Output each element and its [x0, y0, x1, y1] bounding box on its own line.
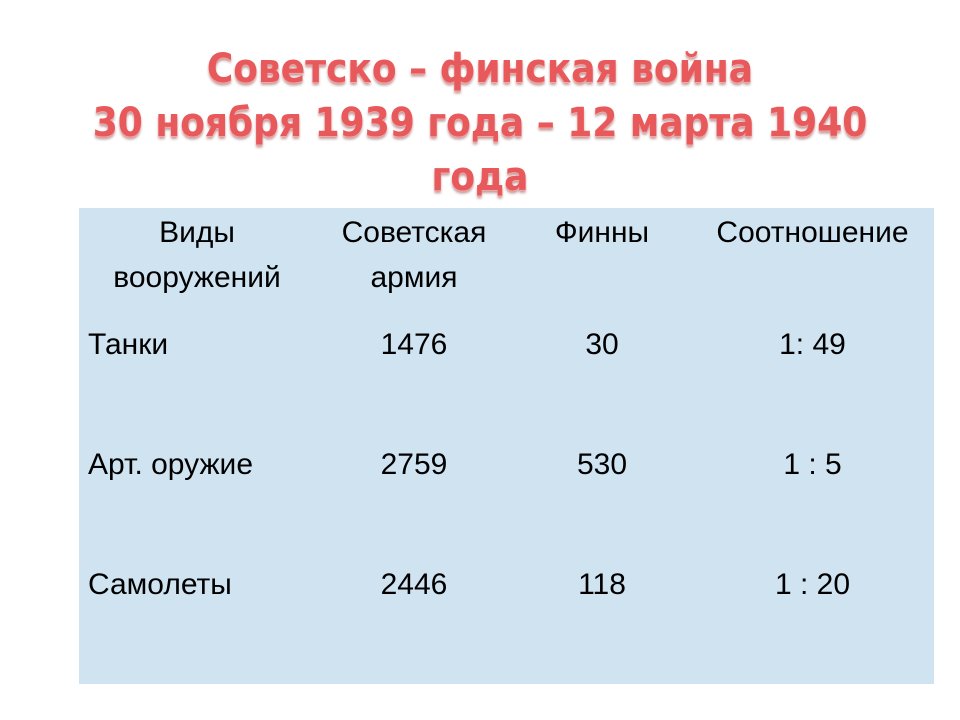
title-line-2: 30 ноября 1939 года – 12 марта 1940 года — [92, 100, 868, 200]
table-row: Арт. оружие 2759 530 1 : 5 — [79, 440, 934, 560]
table-row: Танки 1476 30 1: 49 — [79, 320, 934, 440]
cell-soviet: 1476 — [380, 328, 448, 361]
cell-soviet: 2446 — [380, 568, 448, 601]
header-weapon-types: Виды вооружений — [113, 216, 281, 294]
cell-finns: 30 — [585, 328, 619, 361]
header-ratio: Соотношение — [691, 208, 934, 320]
cell-ratio: 1 : 20 — [774, 568, 851, 601]
table-header-row: Виды вооружений Советская армия Финны Со… — [79, 208, 934, 320]
title-line-1: Советско – финская война — [206, 46, 754, 92]
cell-finns: 530 — [576, 448, 628, 481]
cell-type: Самолеты — [88, 568, 232, 601]
cell-type: Арт. оружие — [88, 448, 253, 481]
weapons-comparison-table: Виды вооружений Советская армия Финны Со… — [79, 208, 934, 684]
cell-ratio: 1 : 5 — [783, 448, 842, 481]
table-row: Самолеты 2446 118 1 : 20 — [79, 560, 934, 684]
cell-type: Танки — [88, 328, 169, 361]
cell-ratio: 1: 49 — [779, 328, 846, 361]
cell-soviet: 2759 — [380, 448, 448, 481]
header-finns: Финны — [554, 216, 650, 249]
cell-finns: 118 — [578, 568, 626, 601]
header-ratio-text: Соотношение — [716, 216, 909, 249]
slide-title: Советско – финская война 30 ноября 1939 … — [0, 42, 960, 204]
header-soviet-army: Советская армия — [341, 216, 487, 294]
